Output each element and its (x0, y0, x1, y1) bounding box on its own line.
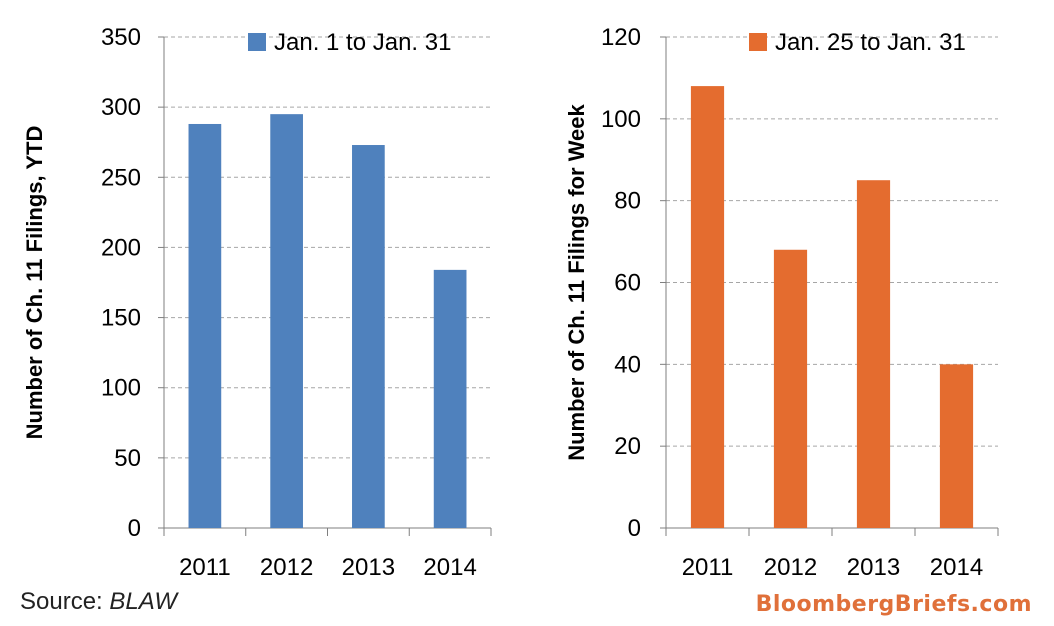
chart1-x-tick-label: 2013 (342, 554, 395, 581)
chart2-x-tick-label: 2013 (847, 554, 900, 581)
bloomberg-briefs-logo: BloombergBriefs.com (755, 592, 1032, 617)
chart2-y-tick-label: 40 (614, 351, 641, 378)
chart2-legend-swatch (749, 33, 767, 51)
chart2-y-tick-label: 120 (601, 24, 641, 51)
chart2-y-tick-label: 60 (614, 270, 641, 297)
chart1-bar-2013 (352, 145, 385, 528)
chart1-bar-2011 (188, 123, 222, 528)
chart1-y-axis-title: Number of Ch. 11 Filings, YTD (22, 126, 47, 440)
chart1-y-tick-label: 300 (101, 94, 141, 121)
chart2-y-tick-label: 100 (601, 106, 641, 133)
chart1-legend-swatch (248, 33, 266, 51)
source-prefix: Source: (20, 588, 110, 615)
chart1-y-tick-label: 150 (101, 305, 141, 332)
chart2-legend-label: Jan. 25 to Jan. 31 (775, 29, 966, 56)
chart2-bar-2014 (939, 364, 974, 528)
source-note: Source: BLAW (20, 588, 177, 616)
chart2-x-tick-label: 2012 (764, 554, 817, 581)
chart2-x-tick-label: 2014 (930, 554, 983, 581)
chart1-x-tick-label: 2011 (179, 554, 231, 581)
chart1-legend-label: Jan. 1 to Jan. 31 (274, 29, 451, 56)
chart2-x-tick-label: 2011 (682, 554, 734, 581)
chart1-bar-2014 (433, 269, 467, 528)
chart2-y-axis-title: Number of Ch. 11 Filings for Week (564, 103, 589, 460)
chart1-y-tick-label: 200 (101, 234, 141, 261)
chart1-y-tick-label: 350 (101, 24, 141, 51)
chart2-bar-2012 (773, 249, 808, 528)
chart2-bar-2013 (856, 180, 891, 529)
chart1-x-tick-label: 2012 (260, 554, 313, 581)
chart1-x-tick-label: 2014 (423, 554, 476, 581)
chart1-y-tick-label: 50 (114, 445, 141, 472)
chart1-y-tick-label: 100 (101, 375, 141, 402)
chart1-y-tick-label: 250 (101, 164, 141, 191)
chart2-y-tick-label: 20 (614, 433, 641, 460)
chart2-y-tick-label: 0 (628, 515, 641, 542)
chart1-bar-2012 (270, 114, 303, 529)
source-name: BLAW (109, 588, 177, 615)
chart2-bar-2011 (690, 86, 725, 528)
chart2-y-tick-label: 80 (614, 188, 641, 215)
chart1-y-tick-label: 0 (128, 515, 141, 542)
